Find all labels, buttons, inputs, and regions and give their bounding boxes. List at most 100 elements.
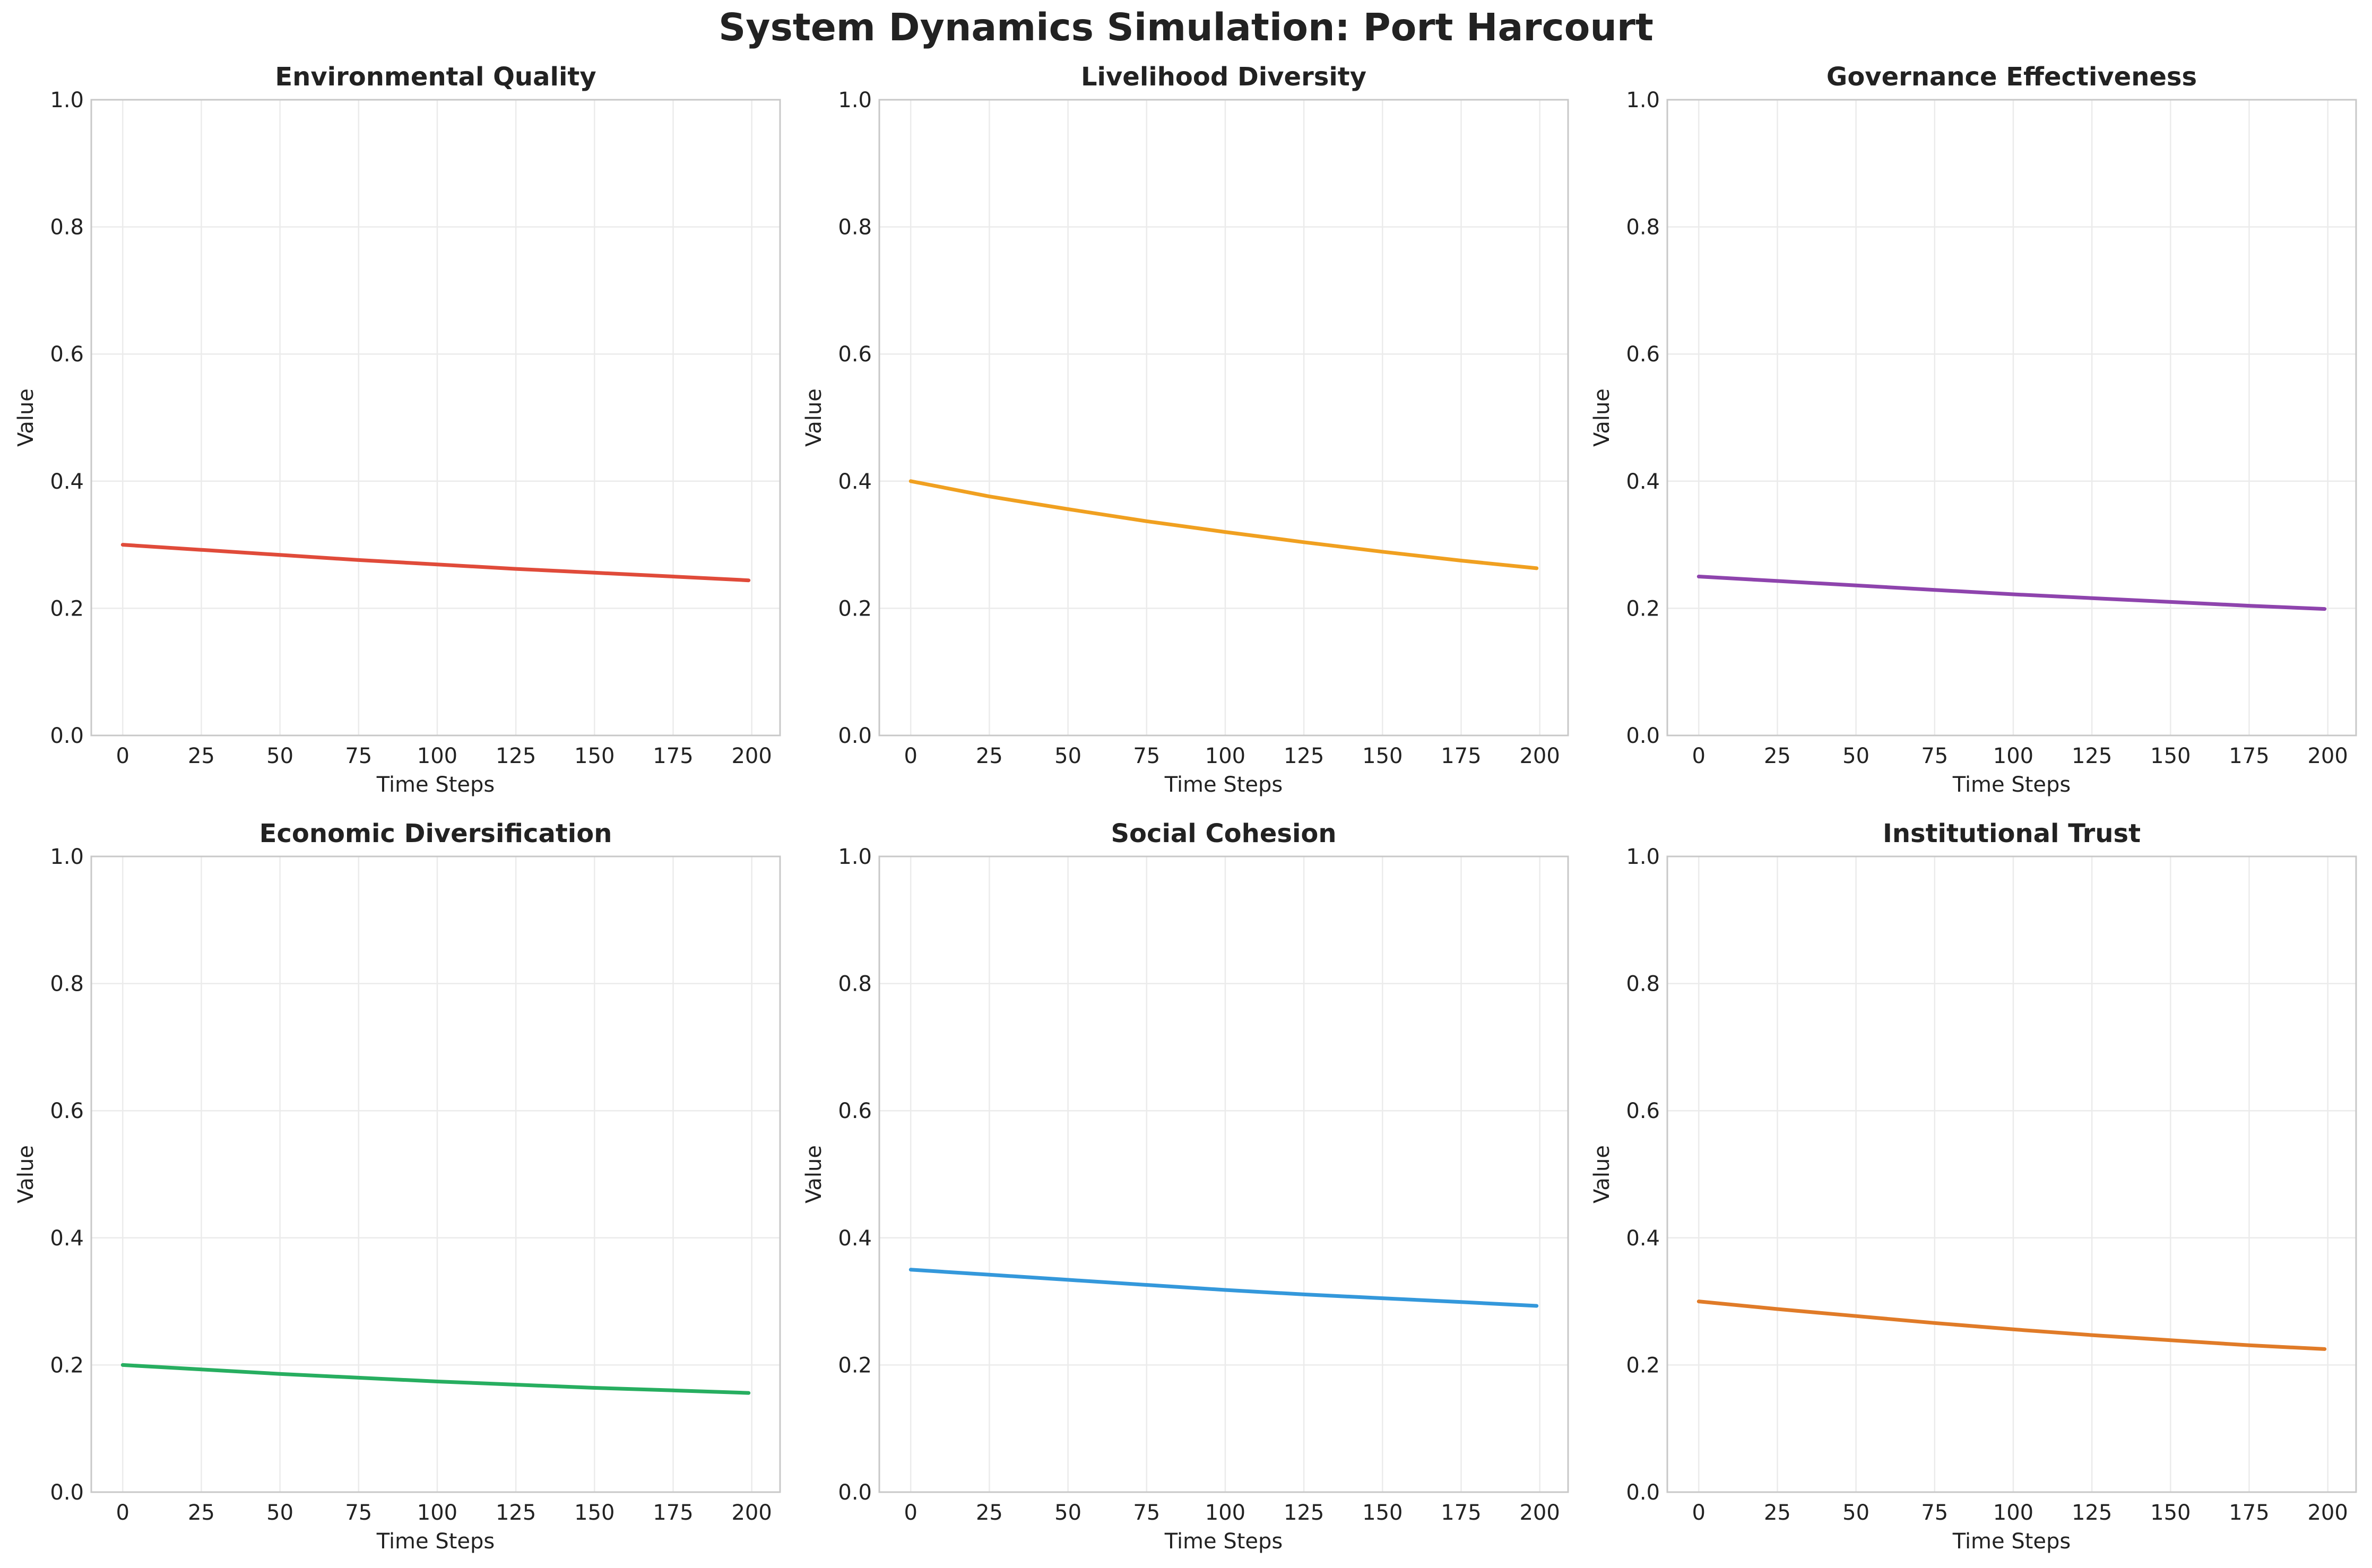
y-axis-label: Value (802, 1145, 826, 1203)
x-tick-label: 50 (1842, 744, 1869, 768)
y-tick-label: 0.8 (50, 215, 84, 240)
figure-title: System Dynamics Simulation: Port Harcour… (718, 5, 1654, 49)
y-tick-label: 0.0 (1626, 724, 1660, 748)
x-tick-label: 25 (1764, 1501, 1791, 1525)
x-tick-label: 25 (976, 744, 1003, 768)
subplot-title: Social Cohesion (1111, 819, 1336, 848)
subplot-4: 0 25 50 75 100 125 150 175 200 0.0 0.2 0.4 0.6 0.8 1.0… (14, 819, 781, 1554)
axes-frame (1666, 855, 2357, 1493)
x-tick-label: 175 (2229, 744, 2269, 768)
axes-frame (878, 855, 1569, 1493)
y-tick-label: 0.8 (1626, 215, 1660, 240)
y-tick-label: 1.0 (50, 88, 84, 112)
x-tick-label: 150 (1362, 744, 1403, 768)
x-tick-label: 25 (976, 1501, 1003, 1525)
y-tick-label: 0.6 (1626, 342, 1660, 367)
x-tick-label: 100 (417, 744, 457, 768)
y-tick-label: 0.8 (1626, 972, 1660, 997)
axes-frame (1666, 99, 2357, 737)
y-tick-label: 1.0 (1626, 845, 1660, 869)
y-tick-label: 1.0 (1626, 88, 1660, 112)
subplot-6: 0 25 50 75 100 125 150 175 200 0.0 0.2 0.4 0.6 0.8 1.0… (1590, 819, 2357, 1554)
y-tick-label: 0.6 (838, 1099, 872, 1123)
series-line (908, 479, 1539, 570)
x-tick-label: 175 (653, 744, 693, 768)
series-line (908, 1268, 1539, 1308)
x-tick-label: 0 (1692, 1501, 1706, 1525)
y-tick-label: 0.4 (1626, 1226, 1660, 1251)
y-tick-label: 0.6 (1626, 1099, 1660, 1123)
y-tick-label: 0.8 (838, 215, 872, 240)
x-tick-label: 50 (1054, 744, 1081, 768)
series-line (120, 1363, 751, 1395)
x-tick-label: 0 (904, 744, 917, 768)
y-tick-label: 0.4 (838, 470, 872, 494)
y-tick-label: 0.2 (838, 596, 872, 621)
axes-frame (90, 855, 781, 1493)
x-tick-label: 125 (1284, 1501, 1324, 1525)
x-tick-label: 175 (653, 1501, 693, 1525)
axes-frame (90, 99, 781, 737)
x-tick-label: 150 (574, 1501, 614, 1525)
subplot-1: 0 25 50 75 100 125 150 175 200 0.0 0.2 0.4 0.6 0.8 1.0… (14, 62, 781, 797)
y-axis-label: Value (1590, 1145, 1614, 1203)
x-tick-label: 200 (731, 1501, 772, 1525)
x-tick-label: 75 (1921, 744, 1948, 768)
series-line (1696, 575, 2327, 611)
x-axis-label: Time Steps (376, 773, 495, 797)
x-tick-label: 0 (1692, 744, 1706, 768)
y-tick-label: 0.0 (838, 1480, 872, 1505)
x-tick-label: 150 (2150, 744, 2191, 768)
x-tick-label: 100 (1993, 744, 2033, 768)
x-tick-label: 150 (574, 744, 614, 768)
subplot-title: Governance Effectiveness (1826, 62, 2197, 92)
y-tick-label: 0.4 (838, 1226, 872, 1251)
x-tick-label: 100 (1205, 744, 1245, 768)
subplot-5: 0 25 50 75 100 125 150 175 200 0.0 0.2 0.4 0.6 0.8 1.0… (802, 819, 1569, 1554)
x-tick-label: 75 (1133, 744, 1160, 768)
y-tick-label: 0.2 (1626, 1353, 1660, 1378)
x-tick-label: 175 (2229, 1501, 2269, 1525)
x-tick-label: 125 (2072, 1501, 2112, 1525)
x-axis-label: Time Steps (1952, 1529, 2071, 1554)
y-tick-label: 0.0 (838, 724, 872, 748)
y-tick-label: 0.0 (50, 724, 84, 748)
x-tick-label: 75 (1921, 1501, 1948, 1525)
x-tick-label: 100 (1205, 1501, 1245, 1525)
x-tick-label: 75 (345, 1501, 372, 1525)
x-axis-label: Time Steps (1164, 773, 1283, 797)
subplot-2: 0 25 50 75 100 125 150 175 200 0.0 0.2 0.4 0.6 0.8 1.0… (802, 62, 1569, 797)
subplot-title: Livelihood Diversity (1081, 62, 1366, 92)
x-tick-label: 150 (2150, 1501, 2191, 1525)
x-tick-label: 200 (731, 744, 772, 768)
x-tick-label: 125 (496, 1501, 536, 1525)
x-tick-label: 175 (1441, 744, 1481, 768)
x-tick-label: 25 (188, 744, 215, 768)
y-tick-label: 1.0 (50, 845, 84, 869)
y-tick-label: 0.2 (50, 1353, 84, 1378)
x-tick-label: 200 (1519, 1501, 1560, 1525)
x-axis-label: Time Steps (376, 1529, 495, 1554)
y-tick-label: 0.6 (50, 342, 84, 367)
x-tick-label: 25 (1764, 744, 1791, 768)
axes-frame (878, 99, 1569, 737)
y-tick-label: 0.2 (1626, 596, 1660, 621)
subplot-3: 0 25 50 75 100 125 150 175 200 0.0 0.2 0.4 0.6 0.8 1.0… (1590, 62, 2357, 797)
x-tick-label: 25 (188, 1501, 215, 1525)
series-line (120, 543, 751, 583)
x-tick-label: 50 (1842, 1501, 1869, 1525)
x-tick-label: 50 (1054, 1501, 1081, 1525)
x-tick-label: 125 (1284, 744, 1324, 768)
x-axis-label: Time Steps (1952, 773, 2071, 797)
x-tick-label: 175 (1441, 1501, 1481, 1525)
x-tick-label: 100 (417, 1501, 457, 1525)
x-axis-label: Time Steps (1164, 1529, 1283, 1554)
x-tick-label: 150 (1362, 1501, 1403, 1525)
y-tick-label: 1.0 (838, 845, 872, 869)
subplot-title: Economic Diversification (259, 819, 612, 848)
y-tick-label: 1.0 (838, 88, 872, 112)
y-tick-label: 0.4 (50, 470, 84, 494)
x-tick-label: 50 (266, 744, 293, 768)
